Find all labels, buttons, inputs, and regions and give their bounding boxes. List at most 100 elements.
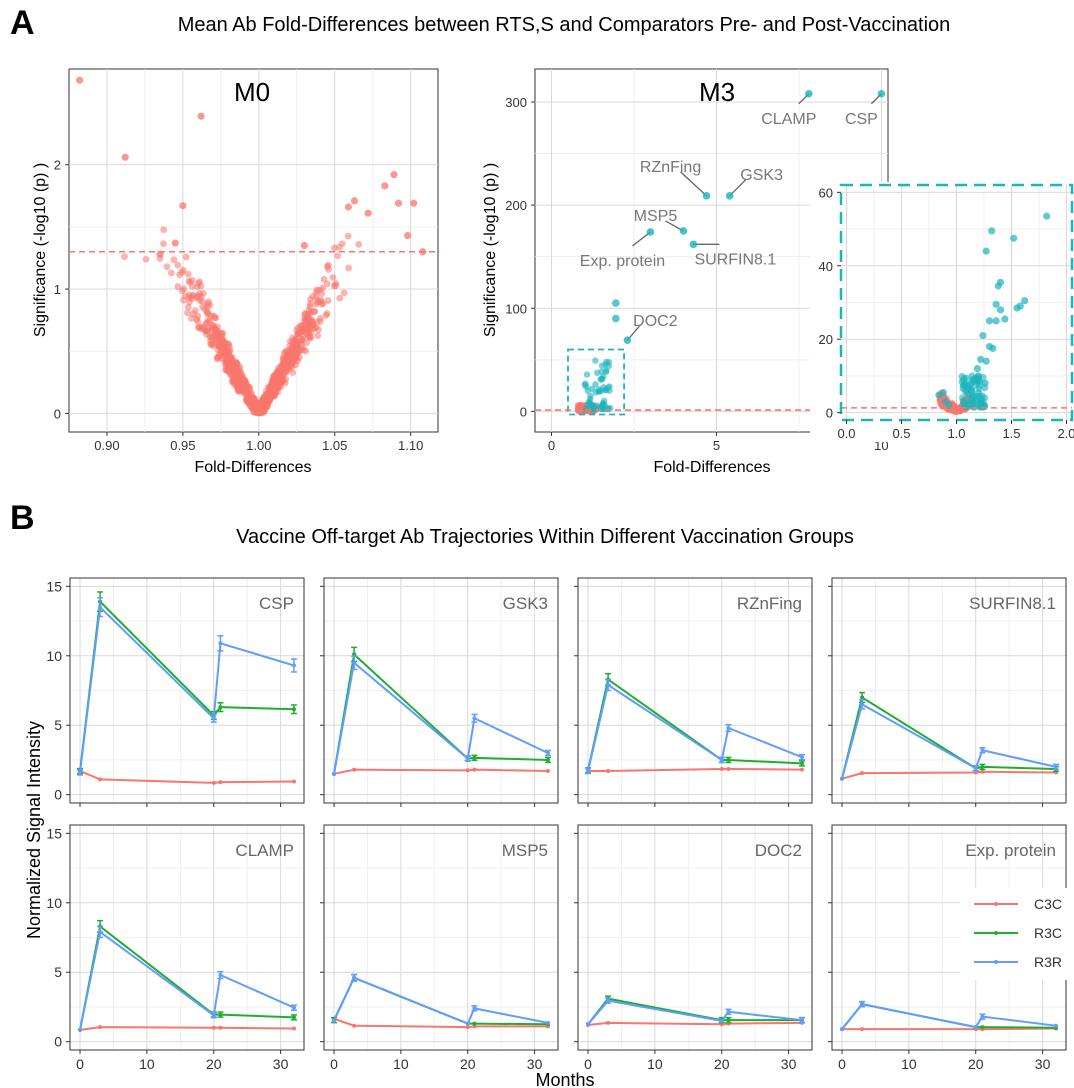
trajectory-point-r3r [606,998,611,1003]
trajectory-panel-rznfing: RZnFing [574,577,813,807]
trajectory-point-r3c [860,695,865,700]
m0-protein-point [313,288,320,296]
trajectory-legend: C3C R3C R3R [960,888,1068,980]
trajectory-x-tick-label: 30 [781,1056,797,1072]
m3-labeled-point [725,192,734,200]
m3-labeled-point [689,240,698,249]
trajectory-point-r3r [545,751,550,755]
inset-protein-point [994,282,1002,290]
trajectory-y-tick-label: 0 [54,787,62,803]
trajectory-point-c3c [465,1025,470,1030]
trajectory-line-c3c [79,1026,294,1031]
inset-protein-point [961,388,970,396]
trajectory-point-r3c [726,757,731,762]
trajectory-panel-border [69,577,305,804]
m0-protein-point [246,386,254,394]
m0-x-tick-label: 1.05 [322,438,347,453]
trajectory-point-r3r [218,973,223,977]
m3-y-tick-label: 100 [505,301,527,316]
m0-protein-point [174,283,182,290]
trajectory-point-r3r [606,682,611,687]
m0-protein-point [204,308,212,316]
trajectory-point-r3r [726,726,731,730]
m3-point-label: DOC2 [633,313,678,330]
m0-protein-point [184,303,192,311]
m3-protein-point [612,299,620,307]
trajectory-point-r3r [218,641,223,646]
trajectory-line-c3c [841,770,1056,780]
trajectory-panel-surfin8-1: SURFIN8.1 [828,577,1067,807]
inset-protein-point [969,376,977,384]
m3-protein-point [583,371,591,378]
inset-protein-point [971,381,980,389]
m3-protein-point [604,384,612,391]
m3-point-label: RZnFing [640,159,701,176]
legend-swatch-point [994,931,998,935]
m0-protein-point [308,321,316,329]
trajectory-facet-grid: 0 5 10 15 CSP GSK3 RZnFing SURFIN8.1 0 10 20 30 0 5 10… [46,577,1068,1072]
trajectory-x-tick-label: 20 [206,1056,222,1072]
m0-protein-point [201,327,209,335]
trajectory-point-r3c [291,707,296,712]
trajectory-y-tick-label: 5 [54,717,62,733]
inset-protein-point [1001,315,1009,323]
m0-protein-point [315,326,322,334]
panel-b-y-axis-title: Normalized Signal Intensity [24,721,44,939]
m0-protein-point [314,296,322,304]
trajectory-point-r3r [465,756,470,761]
trajectory-point-c3c [472,1024,477,1029]
m0-protein-point [184,309,191,317]
inset-protein-point [996,306,1005,314]
inset-protein-point [972,397,980,405]
trajectory-point-r3r [472,1006,477,1011]
m0-protein-point [250,394,258,402]
inset-protein-point [977,355,985,364]
trajectory-line-r3c [841,1003,1056,1030]
legend-label-c3c: C3C [1034,896,1062,912]
inset-y-tick-label: 0 [826,406,833,421]
trajectory-point-r3r [78,770,83,775]
m0-protein-point [206,317,214,325]
trajectory-line-c3c [79,770,294,784]
trajectory-point-r3r [291,1005,296,1010]
trajectory-point-r3r [1053,764,1058,769]
m3-labeled-point [646,228,655,236]
trajectory-x-tick-label: 20 [460,1056,476,1072]
m3-y-axis-title: Significance (-log10 (p) ) [482,163,499,337]
trajectory-line-r3c [79,600,294,772]
trajectory-panel-title: MSP5 [502,841,548,860]
m0-protein-point [261,406,269,414]
m0-protein-point [212,329,220,337]
trajectory-point-c3c [218,1025,223,1030]
m0-protein-point [300,241,308,250]
m0-protein-point [197,293,205,300]
m0-protein-point [302,347,310,355]
trajectory-panel-msp5: 0 10 20 30 MSP5 [320,824,559,1072]
trajectory-point-r3r [973,1025,978,1030]
trajectory-y-tick-label: 10 [46,648,62,664]
trajectory-y-tick-label: 5 [54,964,62,980]
m0-protein-point [288,363,296,370]
trajectory-point-c3c [211,780,216,785]
trajectory-line-r3r [587,683,803,772]
m0-protein-point [188,276,196,284]
m0-protein-point [225,361,233,369]
m3-labeled-point [877,89,886,98]
m0-protein-point [390,171,398,179]
m0-protein-point [301,310,309,318]
m0-protein-point [255,408,263,416]
m0-protein-point [270,388,278,396]
trajectory-point-r3r [980,1014,985,1019]
m0-protein-point [195,324,203,331]
trajectory-point-c3c [291,1026,296,1031]
trajectory-panel-border [69,824,305,1051]
m3-point-label: MSP5 [634,208,678,225]
trajectory-point-r3c [472,755,477,760]
m0-protein-point [263,396,270,404]
inset-protein-point [982,357,990,365]
inset-protein-point [979,331,987,340]
trajectory-panel-csp: 0 5 10 15 CSP [46,577,305,807]
m0-protein-point [240,378,248,386]
inset-protein-point [1043,212,1051,220]
m3-x-tick-label: 5 [713,438,720,453]
